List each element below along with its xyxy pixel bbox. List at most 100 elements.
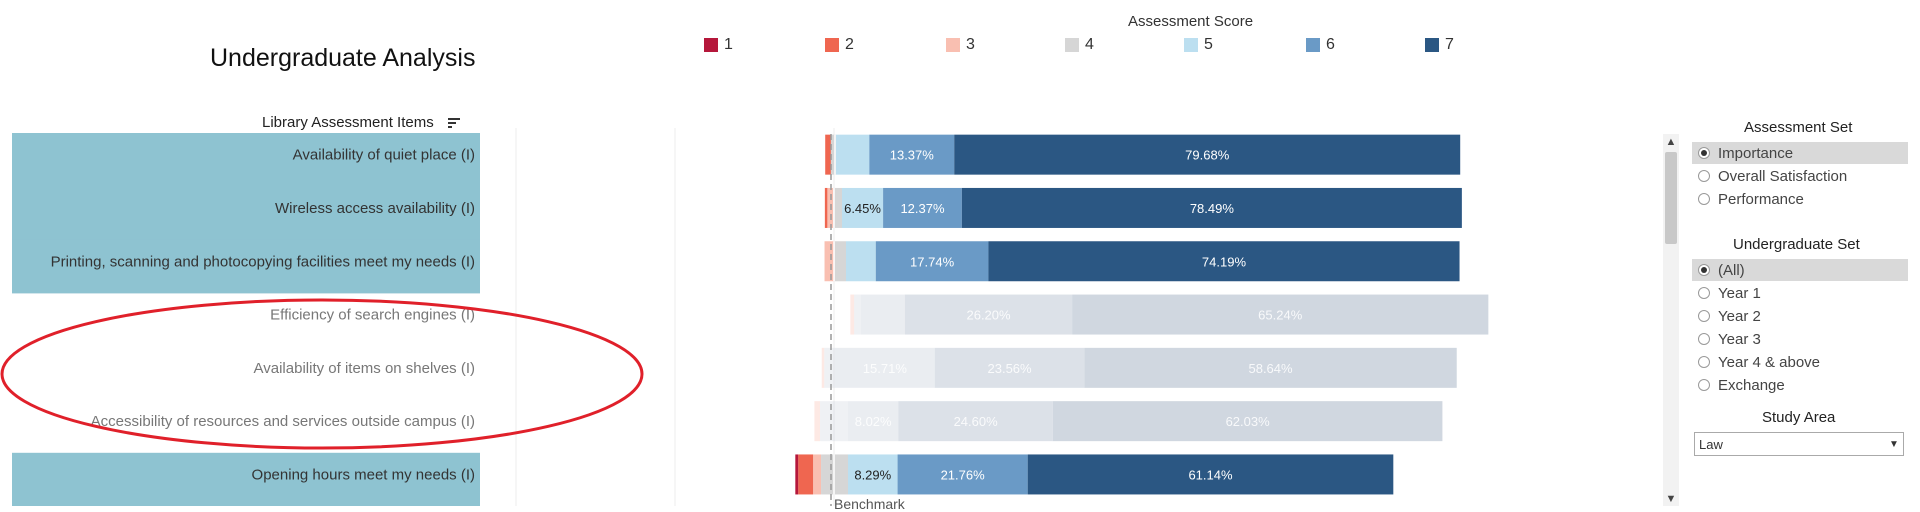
bar-segment-score-4[interactable]: [834, 241, 846, 282]
legend-item-3[interactable]: 3: [946, 36, 975, 54]
legend-item-5[interactable]: 5: [1184, 36, 1213, 54]
radio-button[interactable]: [1698, 264, 1710, 276]
scroll-down-icon[interactable]: ▼: [1665, 493, 1677, 505]
bar-segment-score-6[interactable]: [897, 454, 1028, 495]
data-label: 79.68%: [1185, 148, 1230, 163]
item-label[interactable]: Accessibility of resources and services …: [91, 413, 475, 430]
bar-segment-score-3[interactable]: [821, 347, 825, 388]
legend-item-1[interactable]: 1: [704, 36, 733, 54]
legend-item-7[interactable]: 7: [1425, 36, 1454, 54]
sort-icon[interactable]: [448, 117, 461, 129]
bar-segment-score-7[interactable]: [1072, 294, 1489, 335]
radio-button[interactable]: [1698, 356, 1710, 368]
undergraduate-set-option[interactable]: Year 1: [1692, 282, 1908, 304]
bar-segment-score-5[interactable]: [835, 347, 935, 388]
chevron-down-icon[interactable]: ▼: [1889, 438, 1899, 450]
legend-item-6[interactable]: 6: [1306, 36, 1335, 54]
radio-button[interactable]: [1698, 379, 1710, 391]
radio-button[interactable]: [1698, 193, 1710, 205]
data-label: 58.64%: [1248, 361, 1293, 376]
legend-swatch: [1306, 38, 1320, 52]
radio-button[interactable]: [1698, 170, 1710, 182]
data-label: 17.74%: [910, 254, 955, 269]
bar-segment-score-6[interactable]: [898, 401, 1053, 442]
page-title: Undergraduate Analysis: [210, 44, 476, 72]
item-label[interactable]: Opening hours meet my needs (I): [252, 466, 475, 483]
bar-segment-score-5[interactable]: [848, 454, 898, 495]
bar-segment-score-6[interactable]: [934, 347, 1085, 388]
legend-title: Assessment Score: [1128, 13, 1254, 30]
bar-segment-score-7[interactable]: [988, 241, 1460, 282]
bar-segment-score-2[interactable]: [825, 134, 831, 175]
legend-swatch: [825, 38, 839, 52]
data-label: 23.56%: [988, 361, 1033, 376]
assessment-set-option[interactable]: Overall Satisfaction: [1692, 165, 1908, 187]
scroll-up-icon[interactable]: ▲: [1665, 136, 1677, 148]
scrollbar-thumb[interactable]: [1665, 152, 1677, 244]
radio-button[interactable]: [1698, 287, 1710, 299]
item-label-highlight: [12, 239, 480, 294]
radio-button[interactable]: [1698, 310, 1710, 322]
bar-segment-score-6[interactable]: [904, 294, 1073, 335]
study-area-dropdown[interactable]: Law ▼: [1694, 432, 1904, 456]
bar-segment-score-3[interactable]: [824, 241, 835, 282]
legend-label: 4: [1085, 36, 1094, 53]
legend-swatch: [704, 38, 718, 52]
assessment-set-option[interactable]: Importance: [1692, 142, 1908, 164]
data-label: 26.20%: [966, 308, 1011, 323]
bar-segment-score-5[interactable]: [836, 134, 870, 175]
item-label[interactable]: Availability of quiet place (I): [293, 147, 475, 164]
bar-segment-score-3[interactable]: [850, 294, 855, 335]
study-area-title: Study Area: [1762, 409, 1836, 426]
item-label[interactable]: Wireless access availability (I): [275, 200, 475, 217]
item-label-highlight: [12, 186, 480, 241]
radio-label: Exchange: [1718, 376, 1785, 394]
bar-segment-score-5[interactable]: [842, 187, 884, 228]
bar-segment-score-5[interactable]: [848, 401, 899, 442]
radio-label: Year 4 & above: [1718, 353, 1821, 371]
bar-segment-score-6[interactable]: [883, 187, 962, 228]
bar-segment-score-7[interactable]: [1027, 454, 1394, 495]
radio-button[interactable]: [1698, 333, 1710, 345]
bar-segment-score-1[interactable]: [795, 454, 799, 495]
bar-segment-score-4[interactable]: [854, 294, 861, 335]
radio-label: Overall Satisfaction: [1718, 167, 1848, 185]
assessment-set-option[interactable]: Performance: [1692, 188, 1908, 210]
undergraduate-set-option[interactable]: (All): [1692, 259, 1908, 281]
data-label: 21.76%: [941, 467, 986, 482]
data-label: 61.14%: [1188, 467, 1233, 482]
bar-segment-score-7[interactable]: [1084, 347, 1457, 388]
undergraduate-set-option[interactable]: Year 3: [1692, 328, 1908, 350]
item-label-highlight: [12, 452, 480, 506]
bar-segment-score-2[interactable]: [798, 454, 814, 495]
radio-button[interactable]: [1698, 147, 1710, 159]
undergraduate-set-option[interactable]: Exchange: [1692, 374, 1908, 396]
bar-segment-score-3[interactable]: [814, 401, 821, 442]
bar-segment-score-6[interactable]: [869, 134, 955, 175]
data-label: 6.45%: [844, 201, 881, 216]
radio-label: Importance: [1718, 144, 1794, 162]
bar-segment-score-4[interactable]: [830, 134, 836, 175]
data-label: 12.37%: [900, 201, 945, 216]
bar-segment-score-7[interactable]: [1052, 401, 1443, 442]
item-label[interactable]: Availability of items on shelves (I): [254, 360, 475, 377]
bar-segment-score-5[interactable]: [861, 294, 905, 335]
bar-segment-score-4[interactable]: [824, 347, 835, 388]
bar-segment-score-7[interactable]: [961, 187, 1462, 228]
legend-swatch: [1065, 38, 1079, 52]
legend-item-2[interactable]: 2: [825, 36, 854, 54]
item-label[interactable]: Printing, scanning and photocopying faci…: [51, 253, 475, 270]
data-label: 8.02%: [855, 414, 892, 429]
bar-segment-score-4[interactable]: [833, 187, 842, 228]
undergraduate-set-option[interactable]: Year 4 & above: [1692, 351, 1908, 373]
bar-segment-score-5[interactable]: [846, 241, 876, 282]
undergraduate-set-option[interactable]: Year 2: [1692, 305, 1908, 327]
bar-segment-score-2[interactable]: [824, 187, 828, 228]
bar-segment-score-7[interactable]: [954, 134, 1461, 175]
bar-segment-score-6[interactable]: [875, 241, 989, 282]
bar-segment-score-3[interactable]: [813, 454, 822, 495]
legend-item-4[interactable]: 4: [1065, 36, 1094, 54]
bar-segment-score-4[interactable]: [820, 401, 848, 442]
radio-label: Performance: [1718, 190, 1804, 208]
item-label[interactable]: Efficiency of search engines (I): [270, 307, 475, 324]
